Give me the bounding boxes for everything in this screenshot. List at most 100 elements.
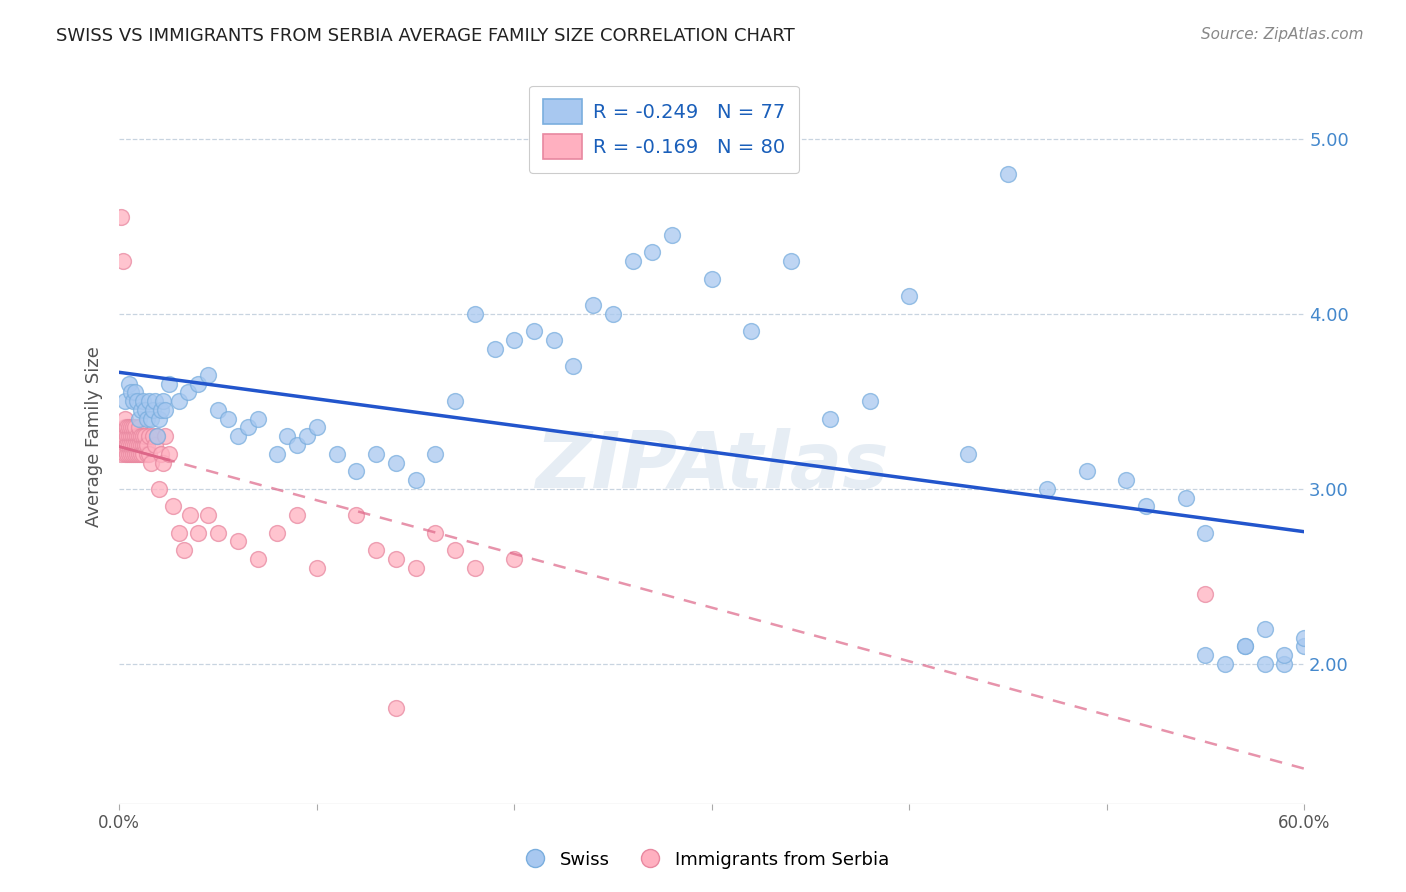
Point [125, 438, 148, 452]
Point [132, 438, 155, 452]
Point [384, 551, 406, 566]
Point [276, 429, 298, 443]
Point [115, 438, 138, 452]
Point [122, 429, 145, 443]
Point [425, 447, 447, 461]
Point [464, 560, 486, 574]
Text: ZIPAtlas: ZIPAtlas [536, 427, 889, 504]
Point [162, 500, 184, 514]
Point [1213, 657, 1236, 671]
Point [134, 438, 156, 452]
Point [1135, 500, 1157, 514]
Point [859, 394, 882, 409]
Point [1233, 640, 1256, 654]
Point [582, 298, 605, 312]
Point [425, 525, 447, 540]
Point [325, 447, 347, 461]
Point [118, 447, 141, 461]
Point [114, 394, 136, 409]
Text: SWISS VS IMMIGRANTS FROM SERBIA AVERAGE FAMILY SIZE CORRELATION CHART: SWISS VS IMMIGRANTS FROM SERBIA AVERAGE … [56, 27, 794, 45]
Point [110, 211, 132, 225]
Point [700, 271, 723, 285]
Point [305, 560, 328, 574]
Point [740, 324, 762, 338]
Point [641, 245, 664, 260]
Legend: Swiss, Immigrants from Serbia: Swiss, Immigrants from Serbia [509, 844, 897, 876]
Point [444, 543, 467, 558]
Point [129, 447, 152, 461]
Point [128, 429, 150, 443]
Point [153, 403, 176, 417]
Point [364, 447, 387, 461]
Point [898, 289, 921, 303]
Point [344, 464, 367, 478]
Point [523, 324, 546, 338]
Point [149, 403, 172, 417]
Point [143, 394, 166, 409]
Point [957, 447, 980, 461]
Point [138, 429, 160, 443]
Point [285, 438, 308, 452]
Point [384, 700, 406, 714]
Point [543, 333, 565, 347]
Point [132, 394, 155, 409]
Point [1036, 482, 1059, 496]
Point [118, 429, 141, 443]
Point [484, 342, 506, 356]
Legend: R = -0.249   N = 77, R = -0.169   N = 80: R = -0.249 N = 77, R = -0.169 N = 80 [529, 86, 800, 172]
Point [139, 456, 162, 470]
Point [226, 534, 249, 549]
Point [246, 411, 269, 425]
Point [285, 508, 308, 522]
Point [118, 376, 141, 391]
Point [152, 456, 174, 470]
Point [503, 551, 526, 566]
Point [146, 429, 169, 443]
Point [344, 508, 367, 522]
Point [464, 307, 486, 321]
Point [153, 429, 176, 443]
Point [149, 447, 172, 461]
Point [112, 429, 135, 443]
Point [1194, 525, 1216, 540]
Point [120, 385, 142, 400]
Point [1294, 631, 1316, 645]
Point [120, 429, 142, 443]
Point [295, 429, 318, 443]
Point [142, 403, 165, 417]
Point [246, 551, 269, 566]
Point [115, 447, 138, 461]
Point [124, 385, 146, 400]
Point [115, 429, 138, 443]
Point [207, 403, 229, 417]
Point [1254, 657, 1277, 671]
Point [1233, 640, 1256, 654]
Point [152, 394, 174, 409]
Point [207, 525, 229, 540]
Point [132, 429, 155, 443]
Point [129, 403, 152, 417]
Point [114, 420, 136, 434]
Point [266, 525, 288, 540]
Point [112, 254, 135, 268]
Point [135, 411, 157, 425]
Point [120, 447, 142, 461]
Point [112, 438, 135, 452]
Point [818, 411, 841, 425]
Point [167, 525, 190, 540]
Point [226, 429, 249, 443]
Point [177, 385, 200, 400]
Point [503, 333, 526, 347]
Point [405, 473, 427, 487]
Point [1274, 657, 1296, 671]
Point [124, 429, 146, 443]
Point [179, 508, 201, 522]
Point [125, 429, 148, 443]
Point [122, 438, 145, 452]
Point [143, 438, 166, 452]
Point [157, 447, 180, 461]
Point [128, 447, 150, 461]
Point [997, 167, 1019, 181]
Point [128, 438, 150, 452]
Point [125, 447, 148, 461]
